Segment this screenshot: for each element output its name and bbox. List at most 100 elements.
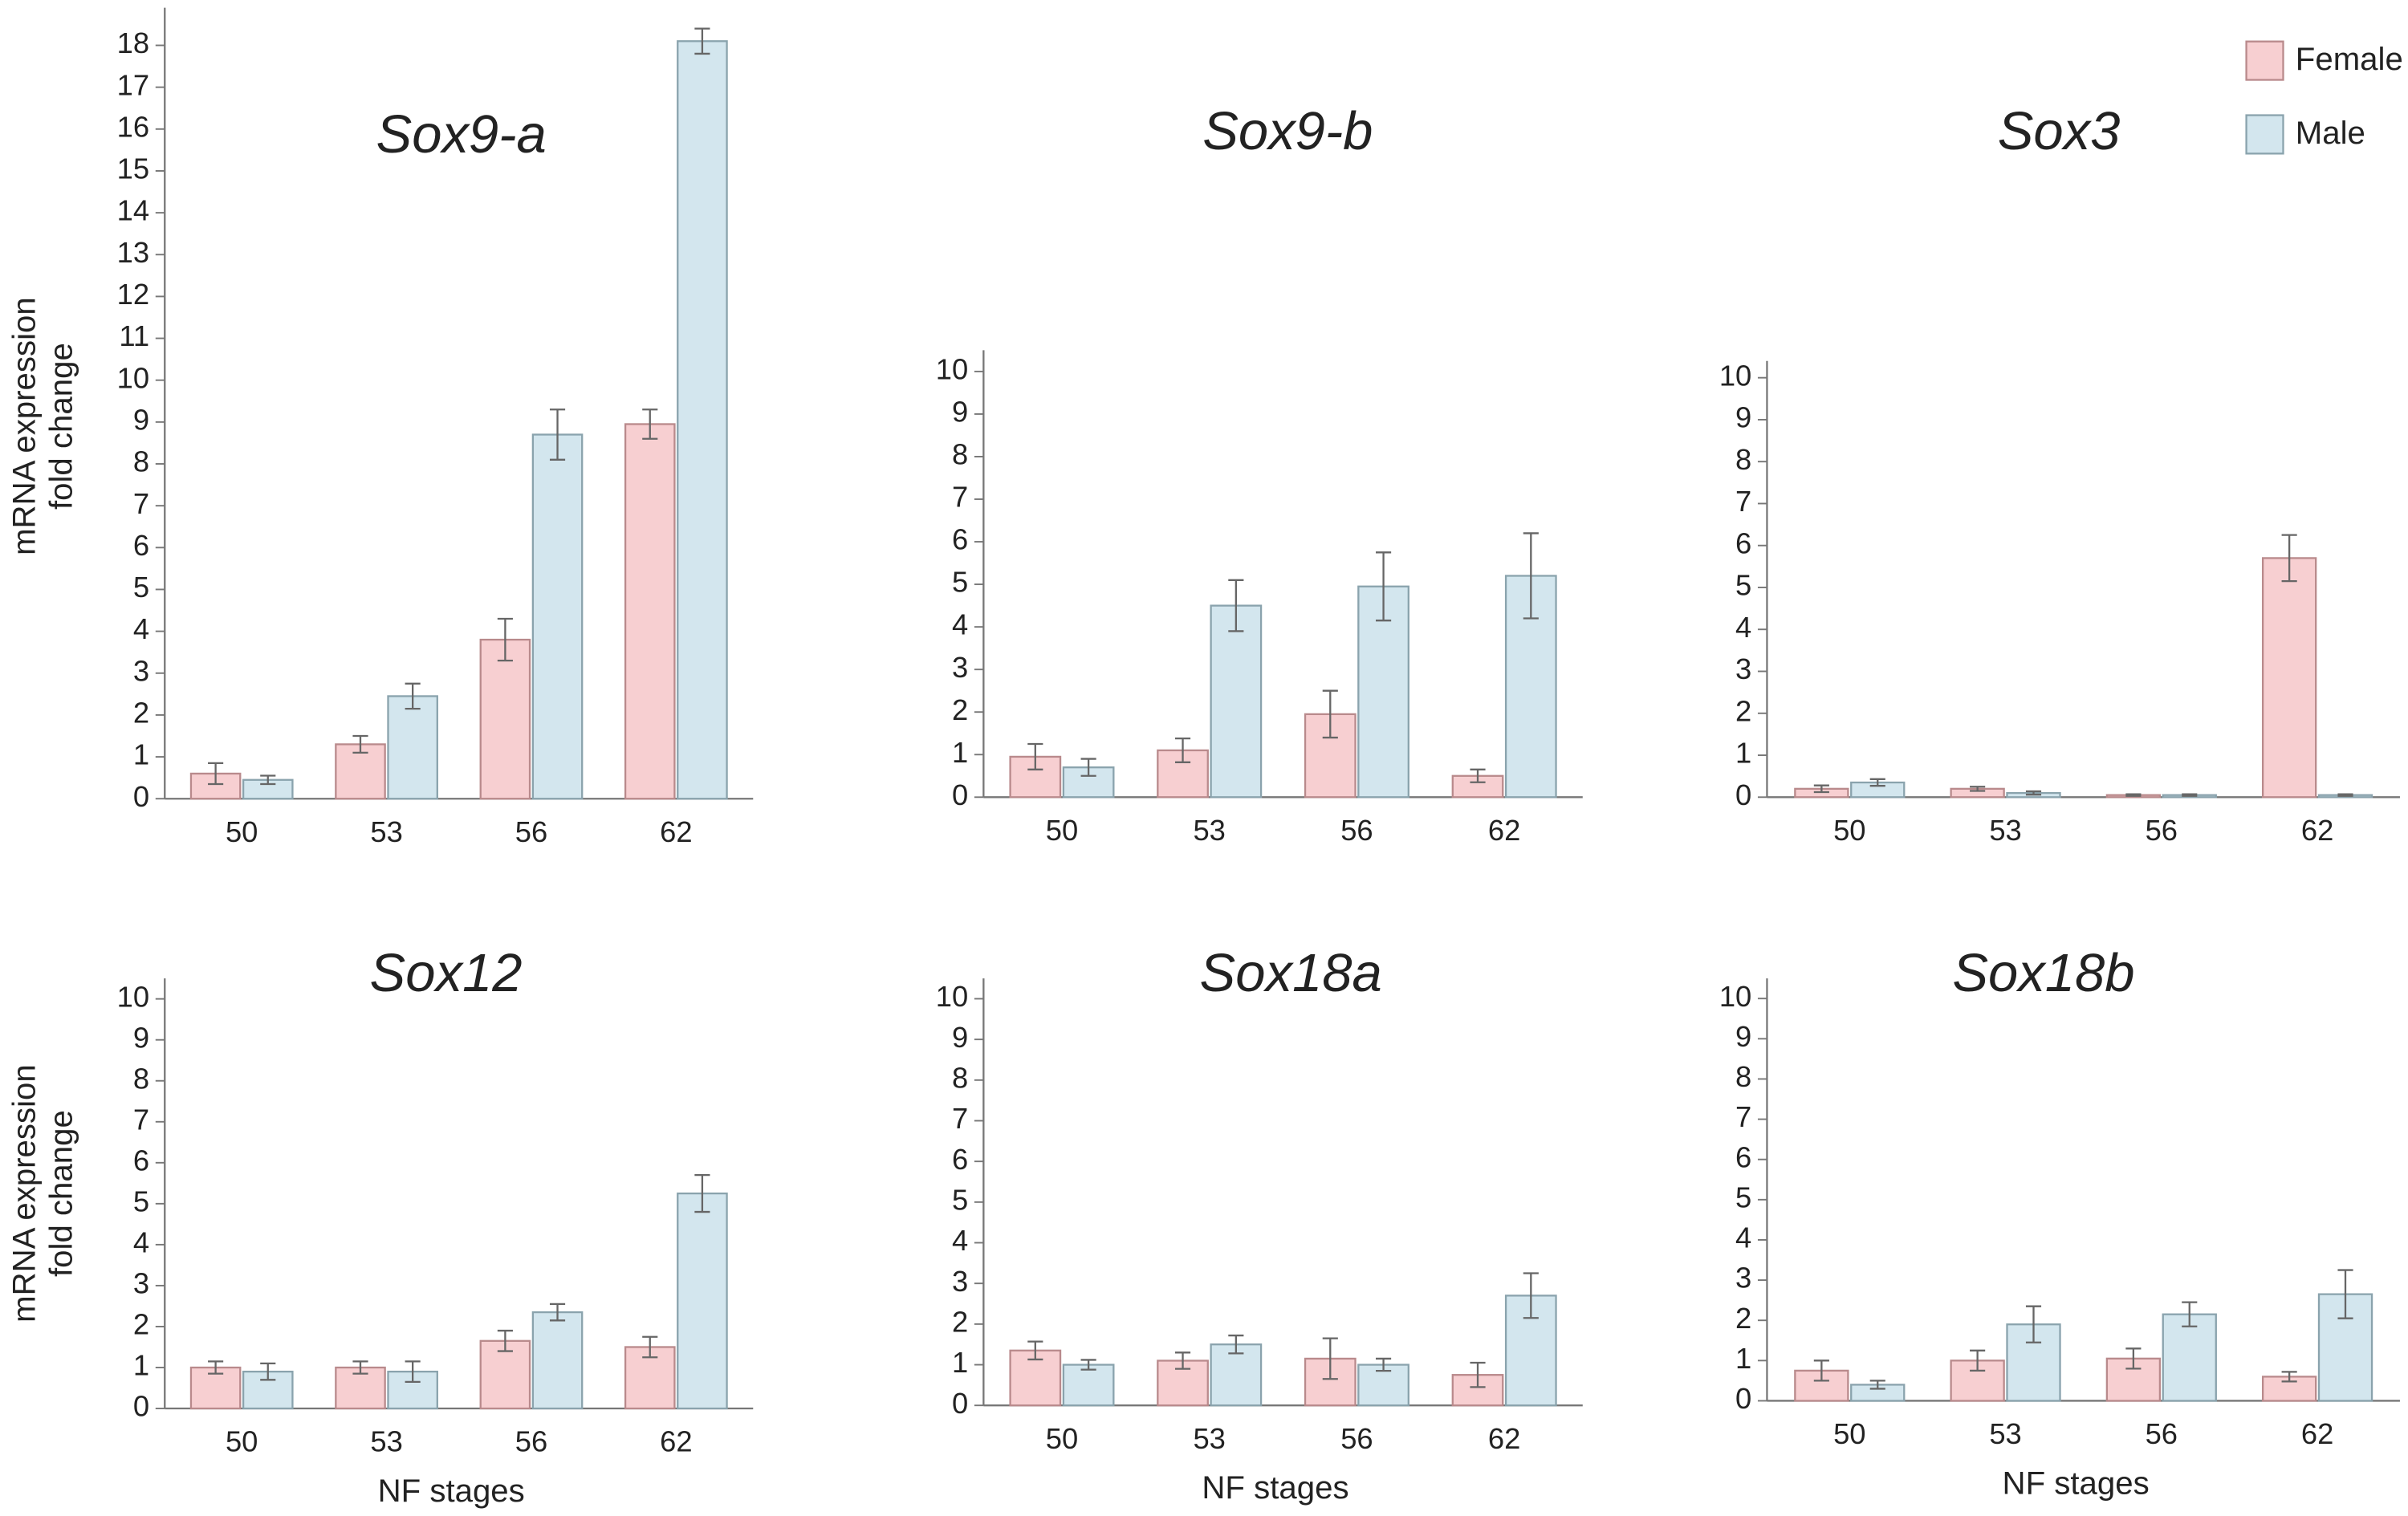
x-tick-label: 62 [1488, 814, 1520, 847]
y-tick-label: 17 [117, 68, 149, 101]
x-tick-label: 53 [370, 815, 402, 848]
error-bar [694, 27, 710, 55]
error-bar [2125, 1347, 2142, 1370]
y-tick-label: 7 [952, 481, 968, 514]
y-tick-label: 5 [952, 566, 968, 599]
y-tick-label: 3 [1735, 652, 1751, 685]
y-tick-label: 3 [133, 654, 149, 687]
error-bar [1228, 579, 1244, 632]
y-tick-label: 10 [936, 352, 968, 385]
y-tick-label: 6 [133, 529, 149, 562]
error-bar [1080, 758, 1096, 777]
error-bar [1523, 1272, 1539, 1319]
error-bar [1174, 737, 1191, 763]
x-tick-label: 50 [1833, 1417, 1865, 1450]
y-tick-label: 5 [1735, 569, 1751, 602]
x-tick-label: 53 [1989, 814, 2021, 847]
error-bar [549, 1303, 566, 1322]
error-bar [2182, 1301, 2198, 1327]
y-tick-label: 3 [133, 1267, 149, 1300]
x-axis-label: NF stages [2003, 1465, 2150, 1501]
y-tick-label: 1 [1735, 737, 1751, 770]
error-bar [1523, 532, 1539, 620]
y-tick-label: 7 [1735, 485, 1751, 518]
error-bar [2281, 534, 2297, 583]
y-tick-label: 9 [952, 1021, 968, 1054]
y-tick-label: 2 [133, 1308, 149, 1341]
legend-swatch [2245, 40, 2284, 81]
error-bar [405, 682, 421, 710]
error-bar [694, 1173, 710, 1213]
bar [479, 638, 531, 800]
y-tick-label: 6 [1735, 1140, 1751, 1173]
error-bar [2281, 1371, 2297, 1383]
y-tick-label: 10 [117, 361, 149, 394]
y-tick-label: 3 [1735, 1262, 1751, 1294]
bar [677, 40, 728, 800]
y-tick-label: 9 [952, 396, 968, 429]
y-tick-label: 10 [1719, 359, 1751, 392]
y-tick-label: 4 [952, 608, 968, 641]
error-bar [642, 408, 658, 440]
y-tick-label: 8 [1735, 1060, 1751, 1093]
x-tick-label: 53 [1989, 1417, 2021, 1450]
y-tick-label: 5 [133, 1185, 149, 1217]
x-tick-label: 53 [370, 1425, 402, 1458]
y-tick-label: 6 [952, 1143, 968, 1176]
bar [387, 695, 438, 800]
y-tick-label: 8 [952, 1061, 968, 1094]
x-tick-label: 56 [2146, 814, 2178, 847]
y-tick-label: 1 [952, 1346, 968, 1379]
x-tick-label: 50 [1833, 814, 1865, 847]
error-bar [1376, 551, 1392, 622]
error-bar [2182, 793, 2198, 797]
error-bar [1470, 768, 1486, 783]
chart-title: Sox9-a [376, 104, 547, 165]
x-tick-label: 62 [1488, 1422, 1520, 1455]
error-bar [1970, 1349, 1986, 1372]
x-tick-label: 56 [515, 815, 547, 848]
y-tick-label: 13 [117, 236, 149, 269]
x-tick-label: 50 [1046, 814, 1078, 847]
x-axis-label: NF stages [1202, 1469, 1348, 1506]
y-tick-label: 8 [952, 438, 968, 471]
error-bar [1322, 689, 1338, 739]
error-bar [405, 1360, 421, 1384]
y-tick-label: 1 [133, 738, 149, 771]
y-tick-label: 1 [133, 1349, 149, 1382]
error-bar [1174, 1351, 1191, 1370]
y-tick-label: 9 [133, 403, 149, 436]
x-tick-label: 50 [226, 815, 258, 848]
error-bar [352, 1360, 368, 1375]
x-tick-label: 56 [515, 1425, 547, 1458]
y-tick-label: 2 [1735, 1302, 1751, 1335]
bar [624, 423, 676, 800]
x-tick-label: 53 [1193, 814, 1225, 847]
error-bar [208, 762, 224, 786]
bar [1357, 585, 1409, 799]
x-axis-label: NF stages [378, 1473, 525, 1509]
y-tick-label: 0 [1735, 778, 1751, 811]
y-tick-label: 14 [117, 194, 149, 227]
error-bar [1027, 1340, 1043, 1361]
chart-title: Sox18a [1200, 943, 1382, 1003]
y-tick-label: 12 [117, 278, 149, 311]
y-tick-label: 6 [952, 523, 968, 556]
y-tick-label: 0 [952, 1387, 968, 1420]
error-bar [260, 1362, 276, 1381]
y-tick-label: 0 [1735, 1382, 1751, 1415]
bar [1062, 1364, 1115, 1407]
error-bar [208, 1360, 224, 1375]
y-tick-label: 5 [133, 571, 149, 604]
y-tick-label: 11 [119, 319, 149, 352]
y-tick-label: 7 [133, 1103, 149, 1136]
bar [1210, 1343, 1263, 1407]
y-tick-label: 2 [1735, 694, 1751, 727]
error-bar [549, 408, 566, 461]
y-tick-label: 4 [133, 612, 149, 645]
y-tick-label: 4 [952, 1224, 968, 1257]
